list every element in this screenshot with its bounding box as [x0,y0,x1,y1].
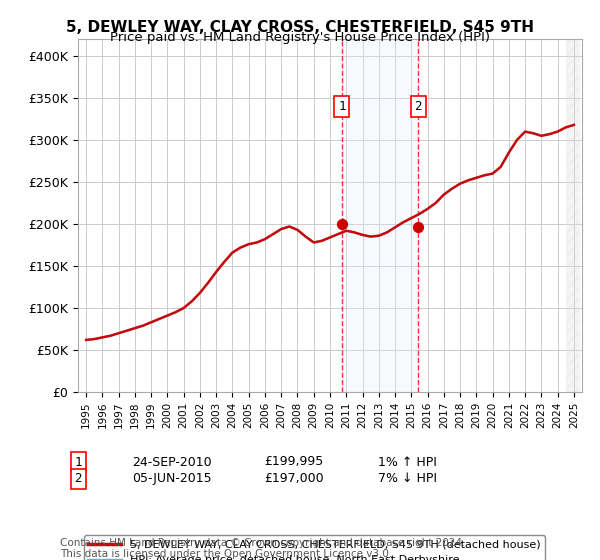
Bar [566,39,579,392]
Text: 2: 2 [415,100,422,113]
Bar [342,39,418,392]
Text: 2: 2 [74,472,82,486]
Legend: 5, DEWLEY WAY, CLAY CROSS, CHESTERFIELD, S45 9TH (detached house), HPI: Average : 5, DEWLEY WAY, CLAY CROSS, CHESTERFIELD,… [83,535,545,560]
Text: £197,000: £197,000 [264,472,323,486]
Text: 1: 1 [74,455,82,469]
Text: Contains HM Land Registry data © Crown copyright and database right 2024.
This d: Contains HM Land Registry data © Crown c… [60,538,466,559]
Text: 5, DEWLEY WAY, CLAY CROSS, CHESTERFIELD, S45 9TH: 5, DEWLEY WAY, CLAY CROSS, CHESTERFIELD,… [66,20,534,35]
Text: Price paid vs. HM Land Registry's House Price Index (HPI): Price paid vs. HM Land Registry's House … [110,31,490,44]
Point [337,220,347,228]
Text: 24-SEP-2010: 24-SEP-2010 [132,455,212,469]
Text: £199,995: £199,995 [264,455,323,469]
Text: 1% ↑ HPI: 1% ↑ HPI [378,455,437,469]
Text: 05-JUN-2015: 05-JUN-2015 [132,472,212,486]
Point [413,222,423,231]
Text: 1: 1 [338,100,346,113]
Text: 7% ↓ HPI: 7% ↓ HPI [378,472,437,486]
